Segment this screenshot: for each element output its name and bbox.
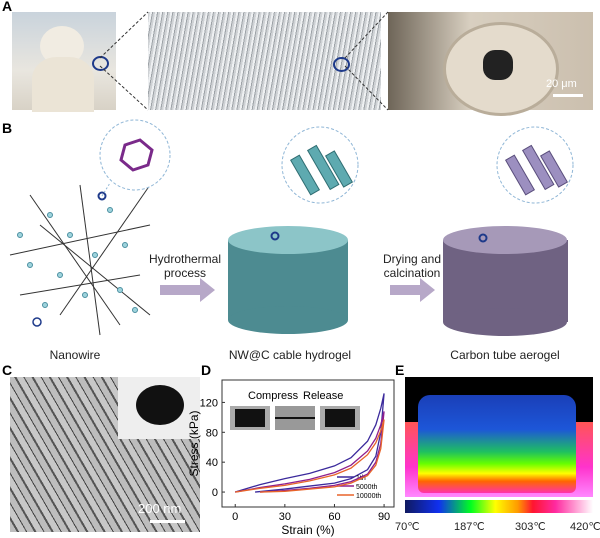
arrow-right-icon: [390, 278, 435, 302]
compress-label: Compress: [248, 390, 299, 402]
panel-d-label: D: [201, 362, 212, 378]
x-tick-label: 30: [279, 511, 291, 523]
sem-hair-image: 20 μm: [388, 12, 593, 116]
series-10000th-curve: [235, 419, 385, 493]
step2-label: Drying and calcination: [382, 252, 442, 280]
scale-bar: [150, 520, 185, 523]
arrow-right-icon: [160, 278, 215, 302]
x-tick-label: 90: [378, 511, 390, 523]
aerogel-cylinder: [443, 226, 568, 336]
plot-frame: [221, 379, 395, 508]
step1-label: Hydrothermal process: [148, 252, 222, 280]
hydrogel-cylinder: [228, 226, 348, 334]
nanowire-network: [9, 184, 151, 336]
compression-photos-inset: [230, 406, 370, 430]
zoom-circle: [333, 57, 350, 72]
hydrogel-label: NW@C cable hydrogel: [228, 348, 352, 362]
y-axis-label: Stress (kPa): [187, 410, 201, 476]
panel-e-label: E: [395, 362, 405, 378]
scale-bar: [553, 94, 583, 97]
polar-bear-photo: [12, 12, 116, 112]
colorbar-tick: 70℃: [395, 521, 420, 533]
colorbar-tick: 187℃: [454, 521, 485, 533]
molecule-callout: [99, 119, 171, 191]
y-tick-label: 0: [212, 487, 218, 499]
nanowire-label: Nanowire: [49, 348, 101, 362]
aerogel-photo-inset: [118, 377, 200, 439]
x-tick-label: 0: [232, 511, 238, 523]
fur-photo: [148, 12, 381, 110]
panel-b-label: B: [2, 120, 13, 136]
panel-c-label: C: [2, 362, 13, 378]
x-axis-label: Strain (%): [281, 523, 334, 537]
series-5000th-curve: [235, 411, 385, 493]
tem-image: 200 nm: [10, 377, 200, 532]
x-tick-label: 60: [328, 511, 340, 523]
thermal-image: [405, 377, 593, 497]
release-label: Release: [303, 390, 344, 402]
nanowire-dots: [17, 207, 138, 313]
legend-label: 5000th: [356, 484, 378, 491]
colorbar-tick: 303℃: [515, 521, 546, 533]
y-tick-label: 40: [206, 457, 218, 469]
legend-label: 10000th: [356, 493, 381, 500]
y-tick-label: 120: [200, 397, 218, 409]
scale-bar-label: 200 nm: [138, 501, 182, 516]
zoom-lines: [99, 11, 389, 111]
colorbar-tick: 420℃: [570, 521, 600, 533]
panel-a-label: A: [2, 0, 13, 14]
y-tick-label: 80: [206, 427, 218, 439]
schematic: [9, 119, 574, 336]
series-1th-curve: [235, 393, 385, 493]
scale-bar-label: 20 μm: [546, 78, 577, 90]
temperature-colorbar: [405, 500, 593, 513]
aerogel-label: Carbon tube aerogel: [450, 348, 560, 362]
